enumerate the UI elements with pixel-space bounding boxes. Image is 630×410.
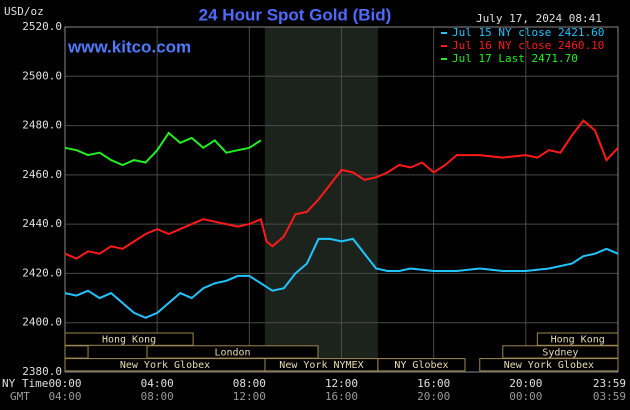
plot-frame [64, 26, 619, 373]
session-box [146, 345, 319, 359]
y-tick-label: 2460.0 [22, 168, 62, 181]
x-tick-label: 04:00 [141, 377, 174, 390]
session-label: Hong Kong [551, 335, 605, 346]
x-tick-label: 20:00 [509, 377, 542, 390]
x-tick-label: 16:00 [417, 377, 450, 390]
session-label: New York Globex [504, 360, 594, 371]
price-line [64, 237, 619, 319]
y-tick-label: 2400.0 [22, 316, 62, 329]
legend-label: Jul 16 NY close 2460.10 [452, 39, 604, 52]
legend-label: Jul 17 Last 2471.70 [452, 52, 578, 65]
y-tick-label: 2380.0 [22, 365, 62, 378]
x-tick-label: 08:00 [233, 377, 266, 390]
session-label: Hong Kong [102, 335, 156, 346]
y-tick-label: 2420.0 [22, 266, 62, 279]
x-tick-label-gmt: 00:00 [509, 390, 542, 403]
session-box [479, 358, 619, 372]
x-tick-label-gmt: 08:00 [141, 390, 174, 403]
session-label: NY Globex [394, 360, 448, 371]
y-axis-label: USD/oz [4, 5, 44, 18]
price-line [64, 119, 619, 260]
session-label: Sydney [542, 347, 578, 358]
x-tick-label: 12:00 [325, 377, 358, 390]
x-tick-label: 23:59 [593, 377, 626, 390]
session-box [377, 358, 466, 372]
price-line [64, 131, 262, 167]
x-tick-label-gmt: 03:59 [593, 390, 626, 403]
chart-title: 24 Hour Spot Gold (Bid) [199, 5, 392, 24]
y-tick-label: 2500.0 [22, 69, 62, 82]
session-label: New York Globex [120, 360, 210, 371]
session-label: New York NYMEX [279, 360, 363, 371]
x-row-label: GMT [10, 390, 30, 403]
timestamp: July 17, 2024 08:41 [476, 12, 602, 25]
y-tick-label: 2440.0 [22, 217, 62, 230]
x-tick-label-gmt: 16:00 [325, 390, 358, 403]
y-tick-label: 2480.0 [22, 119, 62, 132]
x-tick-label-gmt: 12:00 [233, 390, 266, 403]
x-tick-label-gmt: 04:00 [48, 390, 81, 403]
y-tick-label: 2520.0 [22, 20, 62, 33]
x-tick-label-gmt: 20:00 [417, 390, 450, 403]
site-label: www.kitco.com [67, 37, 191, 56]
session-box [64, 345, 89, 359]
session-box [64, 332, 194, 346]
x-tick-label: 00:00 [48, 377, 81, 390]
trading-hours-shade [264, 27, 378, 372]
session-label: London [214, 347, 250, 358]
session-box [502, 345, 619, 359]
legend-label: Jul 15 NY close 2421.60 [452, 26, 604, 39]
x-row-label: NY Time [2, 377, 48, 390]
